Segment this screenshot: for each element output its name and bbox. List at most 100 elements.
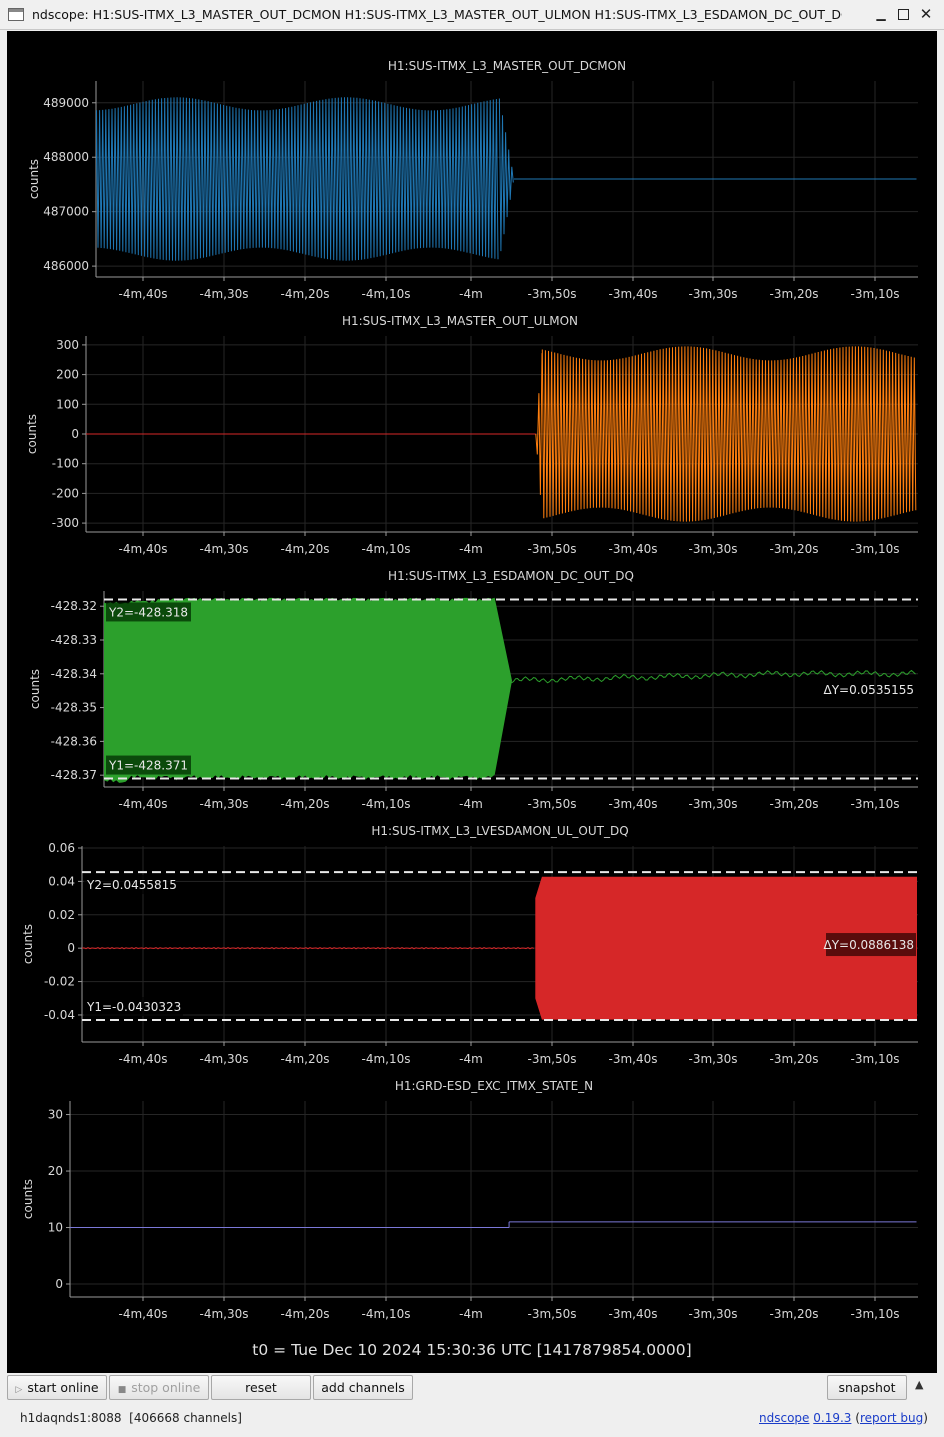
y-tick-label: 486000 — [43, 259, 89, 273]
series-oscillation — [96, 97, 499, 261]
x-tick-label: -4m,30s — [200, 542, 249, 556]
y-tick-label: 0.04 — [48, 874, 75, 888]
cursor-y2-label-bg — [106, 602, 191, 622]
status-bar: h1daqnds1:8088 [406668 channels] ndscope… — [0, 1405, 944, 1437]
plot-area[interactable]: H1:SUS-ITMX_L3_MASTER_OUT_DCMON 489000 488… — [7, 31, 937, 1373]
y-tick-label: 300 — [56, 338, 79, 352]
y-tick-label: -428.35 — [51, 701, 97, 715]
plots-canvas[interactable]: H1:SUS-ITMX_L3_MASTER_OUT_DCMON 489000 488… — [7, 31, 937, 1373]
channel-count: [406668 channels] — [129, 1411, 242, 1425]
play-icon: ▷ — [15, 1385, 23, 1395]
y-tick-label: 0.02 — [48, 908, 75, 922]
x-tick-label: -4m,10s — [362, 287, 411, 301]
x-tick-label: -4m — [459, 1307, 483, 1321]
y-tick-label: -0.02 — [44, 975, 75, 989]
x-tick-label: -4m,10s — [362, 1307, 411, 1321]
x-tick-label: -4m,30s — [200, 797, 249, 811]
y-tick-label: 0 — [67, 941, 75, 955]
x-tick-label: -4m,20s — [281, 797, 330, 811]
nds-server: h1daqnds1:8088 — [20, 1411, 122, 1425]
x-tick-label: -3m,50s — [528, 542, 577, 556]
cursor-y2-label-bg — [84, 875, 176, 895]
t0-label: t0 = Tue Dec 10 2024 15:30:36 UTC [14178… — [252, 1341, 691, 1359]
paren-open: ( — [855, 1411, 860, 1425]
stop-online-button[interactable]: ■ stop online — [109, 1375, 209, 1400]
start-online-button[interactable]: ▷ start online — [7, 1375, 107, 1400]
y-tick-label: 487000 — [43, 205, 89, 219]
window-titlebar: ndscope: H1:SUS-ITMX_L3_MASTER_OUT_DCMON… — [0, 0, 944, 30]
chart-panel-4: H1:SUS-ITMX_L3_LVESDAMON_UL_OUT_DQ 0.06 0.… — [21, 824, 918, 1066]
x-tick-label: -3m,40s — [609, 542, 658, 556]
y-tick-label: 20 — [48, 1164, 63, 1178]
series-line-after — [511, 669, 916, 684]
x-tick-label: -3m,10s — [851, 1052, 900, 1066]
x-tick-label: -3m,50s — [528, 1052, 577, 1066]
x-tick-label: -3m,50s — [528, 797, 577, 811]
chart-panel-5: H1:GRD-ESD_EXC_ITMX_STATE_N 30 20 10 0 -4m,40… — [21, 1079, 918, 1321]
plot-data — [86, 346, 917, 522]
chart-title: H1:SUS-ITMX_L3_ESDAMON_DC_OUT_DQ — [388, 569, 634, 583]
x-tick-label: -4m — [459, 542, 483, 556]
stop-icon: ■ — [117, 1385, 127, 1395]
x-tick-label: -3m,40s — [609, 797, 658, 811]
chart-title: H1:SUS-ITMX_L3_LVESDAMON_UL_OUT_DQ — [371, 824, 628, 838]
y-tick-label: 30 — [48, 1108, 63, 1122]
y-tick-label: 200 — [56, 368, 79, 382]
snapshot-button[interactable]: snapshot — [827, 1375, 907, 1400]
maximize-icon[interactable] — [898, 9, 909, 20]
plot-data — [82, 876, 917, 1020]
chart-panel-3: H1:SUS-ITMX_L3_ESDAMON_DC_OUT_DQ -428.32 -… — [28, 569, 918, 811]
reset-button[interactable]: reset — [211, 1375, 311, 1400]
minimize-icon[interactable]: ▁ — [876, 7, 886, 21]
paren-close: ) — [923, 1411, 928, 1425]
add-channels-button[interactable]: add channels — [313, 1375, 413, 1400]
x-tick-label: -3m,10s — [851, 797, 900, 811]
x-tick-label: -4m,40s — [119, 1052, 168, 1066]
x-tick-label: -4m — [459, 1052, 483, 1066]
x-tick-label: -3m,50s — [528, 1307, 577, 1321]
report-bug-link[interactable]: report bug — [859, 1411, 924, 1425]
server-status: h1daqnds1:8088 [406668 channels] — [20, 1411, 242, 1425]
y-tick-label: 100 — [56, 397, 79, 411]
cursor-y1-label-bg — [106, 755, 191, 775]
x-tick-label: -4m,40s — [119, 287, 168, 301]
series-line-before — [82, 947, 535, 950]
y-tick-label: 488000 — [43, 150, 89, 164]
y-tick-label: -428.33 — [51, 633, 97, 647]
series-oscillation — [541, 346, 917, 522]
x-tick-label: -3m,40s — [609, 1307, 658, 1321]
y-tick-label: -428.36 — [51, 734, 97, 748]
x-tick-label: -3m,20s — [770, 1307, 819, 1321]
x-tick-label: -4m,10s — [362, 1052, 411, 1066]
x-tick-label: -3m,30s — [689, 1052, 738, 1066]
cursor-dy-label-bg — [826, 933, 916, 957]
x-tick-label: -3m,30s — [689, 287, 738, 301]
y-tick-label: 0 — [71, 427, 79, 441]
series-oscillation — [498, 98, 514, 252]
x-tick-label: -3m,20s — [770, 287, 819, 301]
close-icon[interactable]: ✕ — [919, 5, 933, 23]
y-tick-label: -428.34 — [51, 667, 97, 681]
x-tick-label: -4m,10s — [362, 542, 411, 556]
version-link[interactable]: 0.19.3 — [813, 1411, 852, 1425]
x-tick-label: -3m,20s — [770, 542, 819, 556]
plot-data — [70, 1221, 917, 1229]
cursor-dy-label: ΔY=0.0886138 — [824, 938, 915, 952]
cursor-y1-label-bg — [84, 997, 183, 1017]
x-tick-label: -4m,30s — [200, 287, 249, 301]
x-tick-label: -3m,10s — [851, 287, 900, 301]
y-tick-label: -300 — [52, 516, 79, 530]
x-tick-label: -4m,40s — [119, 542, 168, 556]
chart-title: H1:GRD-ESD_EXC_ITMX_STATE_N — [395, 1079, 593, 1093]
x-tick-label: -4m,20s — [281, 1307, 330, 1321]
window-title: ndscope: H1:SUS-ITMX_L3_MASTER_OUT_DCMON… — [32, 7, 842, 22]
collapse-up-icon[interactable]: ▲ — [915, 1378, 924, 1391]
y-axis-label: counts — [21, 1179, 35, 1219]
ndscope-link[interactable]: ndscope — [759, 1411, 810, 1425]
series-area-band — [104, 597, 513, 783]
y-axis-label: counts — [25, 414, 39, 454]
x-tick-label: -4m,20s — [281, 542, 330, 556]
x-tick-label: -4m,40s — [119, 1307, 168, 1321]
plot-data — [104, 597, 916, 783]
start-online-label: start online — [27, 1380, 99, 1395]
